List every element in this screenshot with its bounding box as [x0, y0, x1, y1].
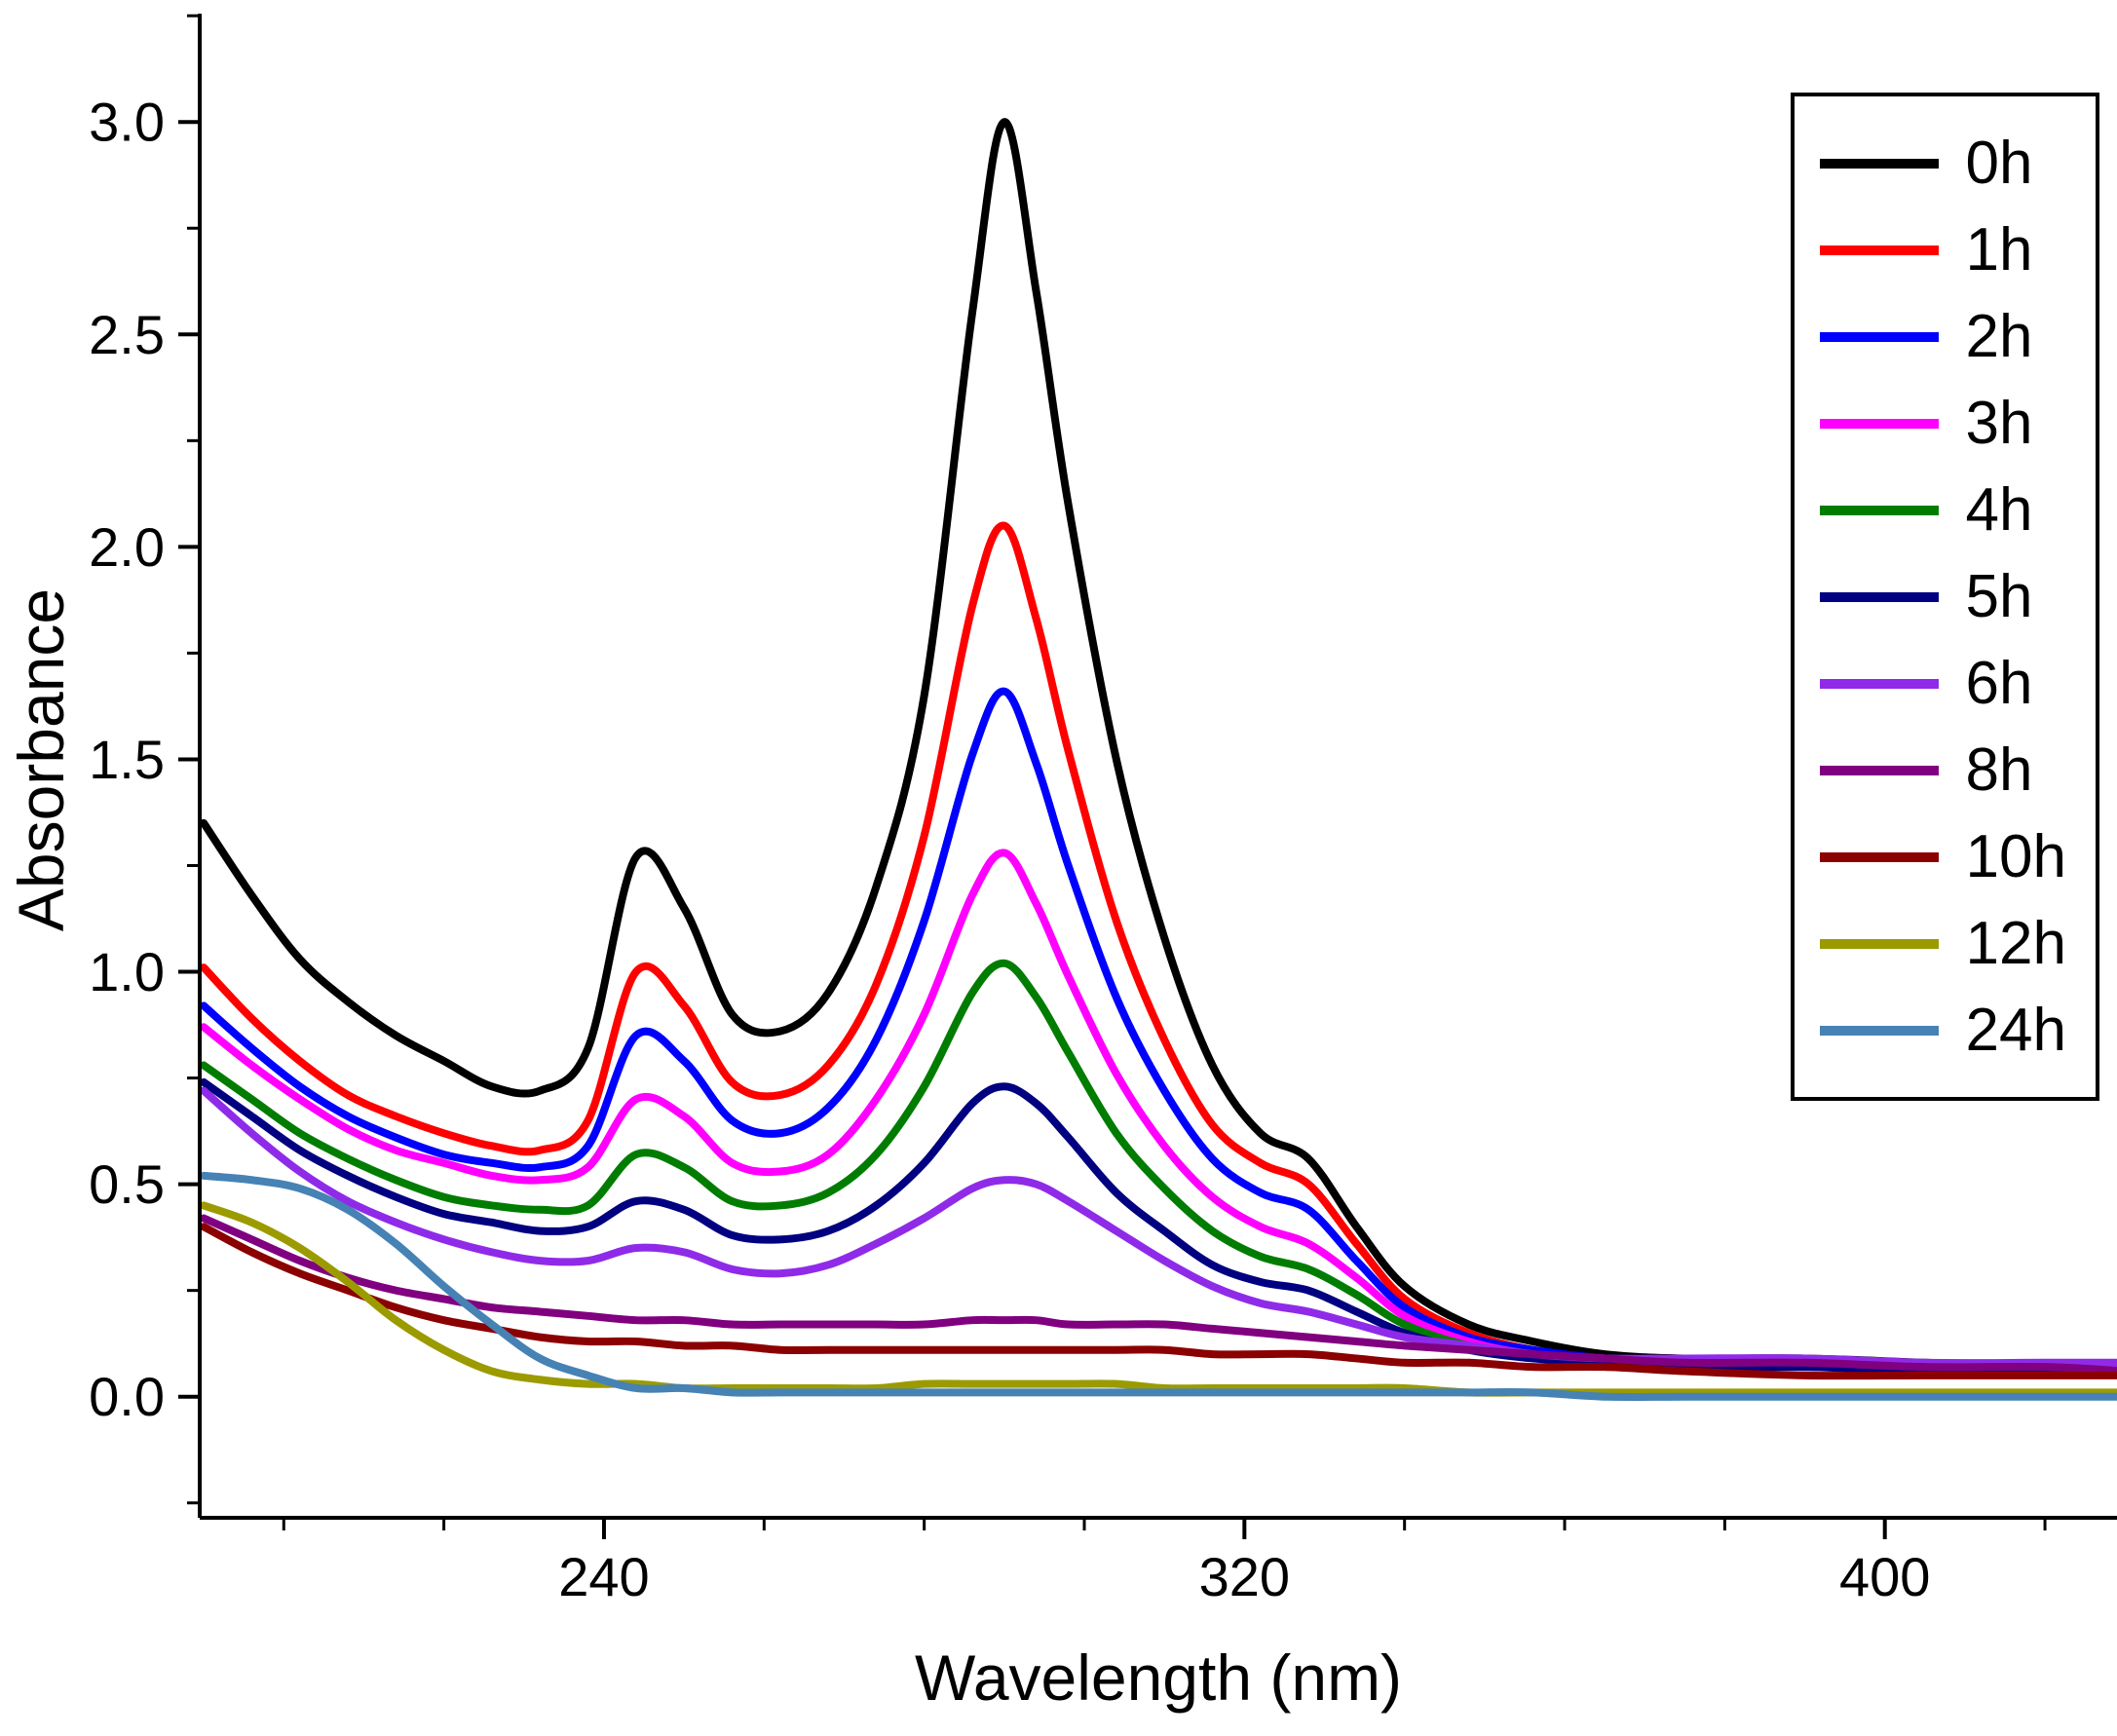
y-tick-label: 1.5	[89, 729, 165, 790]
legend-label-2h: 2h	[1965, 302, 2033, 370]
legend-label-4h: 4h	[1965, 475, 2033, 544]
x-tick-label: 320	[1199, 1546, 1290, 1607]
legend-item-0h: 0h	[1819, 120, 2066, 207]
y-tick-label: 0.0	[89, 1366, 165, 1427]
legend-label-1h: 1h	[1965, 215, 2033, 283]
legend-item-12h: 12h	[1819, 900, 2066, 987]
y-tick-label: 2.0	[89, 516, 165, 578]
legend-label-3h: 3h	[1965, 389, 2033, 457]
legend-label-24h: 24h	[1965, 996, 2066, 1064]
legend-swatch-12h	[1819, 938, 1939, 949]
y-axis-title: Absorbance	[5, 587, 77, 932]
legend-swatch-1h	[1819, 245, 1939, 255]
legend-item-8h: 8h	[1819, 727, 2066, 813]
series-line-8h	[200, 1214, 2117, 1376]
legend-item-6h: 6h	[1819, 640, 2066, 727]
legend-swatch-5h	[1819, 591, 1939, 602]
x-tick-label: 240	[558, 1546, 649, 1607]
series-line-24h	[200, 1171, 2117, 1402]
legend-swatch-0h	[1819, 158, 1939, 169]
legend-item-4h: 4h	[1819, 467, 2066, 553]
legend-item-5h: 5h	[1819, 553, 2066, 640]
legend-label-6h: 6h	[1965, 649, 2033, 717]
series-line-12h	[200, 1201, 2117, 1397]
legend-swatch-2h	[1819, 331, 1939, 342]
legend-item-3h: 3h	[1819, 380, 2066, 467]
legend-swatch-6h	[1819, 678, 1939, 689]
legend-swatch-8h	[1819, 765, 1939, 775]
legend-swatch-4h	[1819, 505, 1939, 515]
legend-swatch-24h	[1819, 1025, 1939, 1036]
y-tick-label: 0.5	[89, 1153, 165, 1215]
series-line-0h	[200, 118, 2117, 1372]
x-tick-label: 400	[1839, 1546, 1930, 1607]
legend-item-1h: 1h	[1819, 207, 2066, 293]
legend-label-12h: 12h	[1965, 909, 2066, 977]
legend-swatch-10h	[1819, 851, 1939, 862]
legend: 0h 1h 2h 3h 4h 5h 6h 8h 10h 12h 24h	[1790, 93, 2099, 1101]
y-tick-label: 1.0	[89, 941, 165, 1002]
y-tick-label: 2.5	[89, 304, 165, 365]
legend-item-2h: 2h	[1819, 293, 2066, 380]
legend-item-10h: 10h	[1819, 813, 2066, 900]
legend-label-8h: 8h	[1965, 736, 2033, 804]
legend-label-0h: 0h	[1965, 129, 2033, 197]
legend-item-24h: 24h	[1819, 987, 2066, 1074]
legend-label-5h: 5h	[1965, 562, 2033, 630]
legend-swatch-3h	[1819, 418, 1939, 429]
y-tick-label: 3.0	[89, 92, 165, 153]
x-axis-title: Wavelength (nm)	[914, 1642, 1403, 1714]
legend-label-10h: 10h	[1965, 822, 2066, 890]
